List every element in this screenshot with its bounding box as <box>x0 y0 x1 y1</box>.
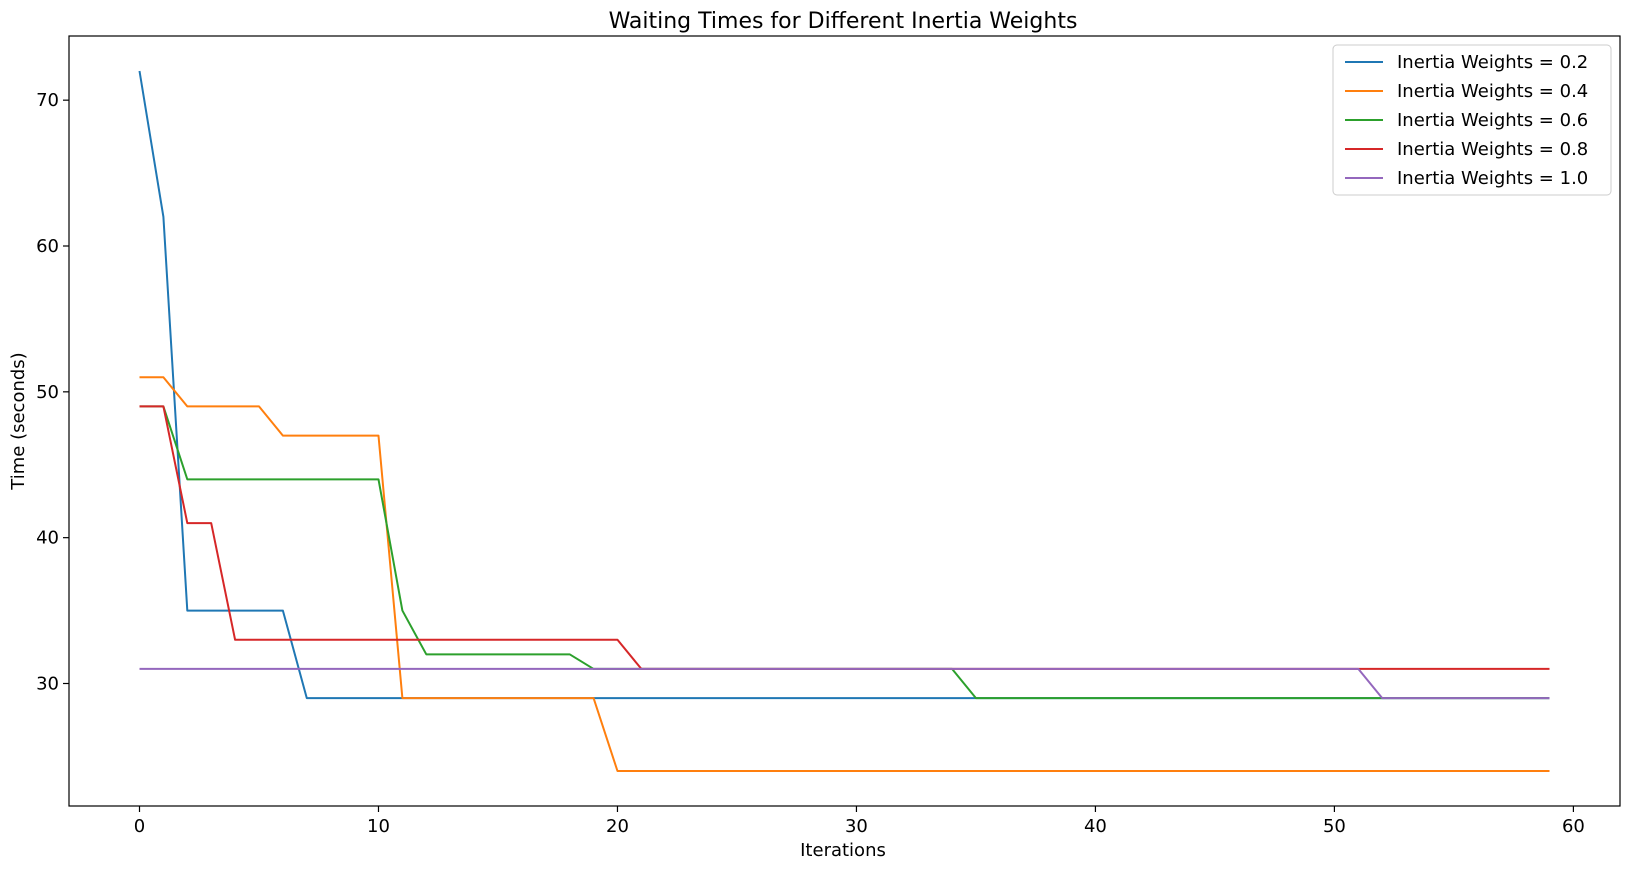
chart-title: Waiting Times for Different Inertia Weig… <box>609 9 1078 34</box>
legend-label: Inertia Weights = 0.2 <box>1397 52 1588 73</box>
y-tick-label: 30 <box>36 674 59 695</box>
legend-box <box>1332 44 1612 196</box>
x-tick-label: 20 <box>606 816 629 837</box>
series-line-2 <box>139 376 1550 772</box>
plot-frame <box>68 35 1621 807</box>
y-tick-label: 60 <box>36 236 59 257</box>
series-layer <box>138 70 1550 772</box>
series-line-5 <box>139 667 1550 700</box>
y-tick-label: 40 <box>36 528 59 549</box>
legend-label: Inertia Weights = 0.8 <box>1397 139 1588 160</box>
legend: Inertia Weights = 0.2 Inertia Weights = 0… <box>1332 44 1612 196</box>
x-tick-label: 30 <box>845 816 868 837</box>
legend-label: Inertia Weights = 0.6 <box>1397 110 1588 131</box>
y-tick-label: 50 <box>36 382 59 403</box>
legend-label: Inertia Weights = 0.4 <box>1397 81 1588 102</box>
y-axis-label: Time (seconds) <box>8 352 29 490</box>
x-tick-label: 0 <box>134 816 145 837</box>
legend-label: Inertia Weights = 1.0 <box>1397 168 1588 189</box>
x-axis-label: Iterations <box>800 840 886 861</box>
x-tick-label: 50 <box>1323 816 1346 837</box>
x-tick-label: 40 <box>1084 816 1107 837</box>
y-tick-label: 70 <box>36 90 59 111</box>
x-axis-ticks: 0 10 20 30 40 50 60 <box>134 806 1585 837</box>
x-tick-label: 60 <box>1562 816 1585 837</box>
y-axis-ticks: 30 40 50 60 70 <box>36 90 69 695</box>
x-tick-label: 10 <box>367 816 390 837</box>
